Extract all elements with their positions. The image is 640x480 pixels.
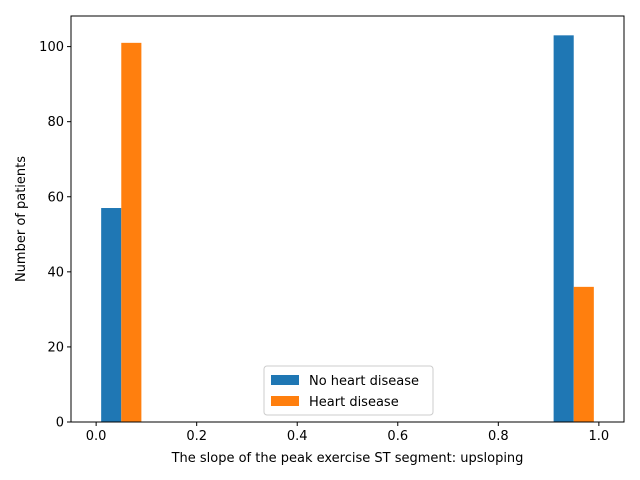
bar-series-1-0: [121, 42, 142, 422]
plot-frame: [70, 15, 625, 423]
legend-label-1: Heart disease: [309, 395, 399, 410]
x-tick-label: 0.8: [488, 429, 509, 444]
y-tick-label: 100: [39, 40, 64, 55]
legend-label-0: No heart disease: [309, 374, 419, 389]
y-tick-label: 0: [56, 416, 64, 431]
y-tick-label: 20: [47, 340, 64, 355]
bar-series-0-1: [553, 35, 574, 422]
bar-series-1-1: [573, 286, 594, 422]
bars-group: [101, 35, 594, 422]
x-tick-label: 0.4: [287, 429, 308, 444]
legend-box: [263, 365, 434, 416]
x-tick-label: 1.0: [589, 429, 610, 444]
y-tick-label: 80: [47, 115, 64, 130]
bar-series-0-0: [101, 208, 122, 422]
y-tick-label: 60: [47, 190, 64, 205]
y-tick-label: 40: [47, 265, 64, 280]
x-tick-label: 0.0: [86, 429, 107, 444]
y-axis-label: Number of patients: [14, 156, 29, 282]
legend: No heart disease Heart disease: [263, 365, 434, 416]
legend-swatch-1: [271, 396, 299, 406]
x-tick-label: 0.2: [186, 429, 207, 444]
x-tick-label: 0.6: [387, 429, 408, 444]
legend-swatch-0: [271, 375, 299, 385]
axes-group: 0.0 0.2 0.4 0.6 0.8 1.0 0 20 40 60 80 100: [39, 15, 625, 444]
x-axis-label: The slope of the peak exercise ST segmen…: [171, 451, 524, 466]
